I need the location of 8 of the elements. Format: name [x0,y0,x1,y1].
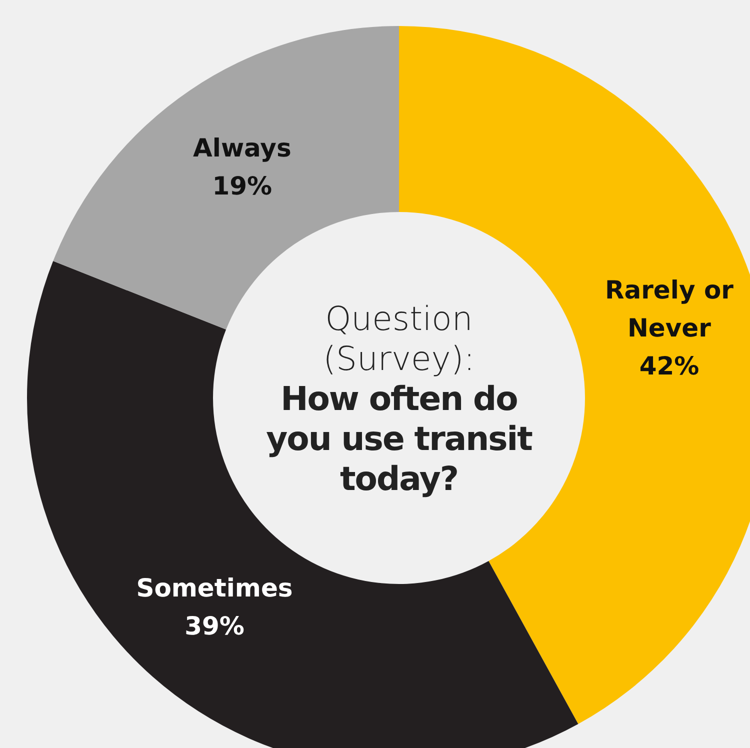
text: How often do you use transit today? [266,379,534,498]
slice-label: Sometimes [136,573,293,602]
data-label: 39% [184,611,244,640]
slice-label: Rarely or Never [604,276,734,343]
text: Question (Survey): [323,299,475,378]
slice-label: Always [193,133,292,162]
data-label: 42% [639,352,700,381]
data-label: 19% [212,171,272,200]
